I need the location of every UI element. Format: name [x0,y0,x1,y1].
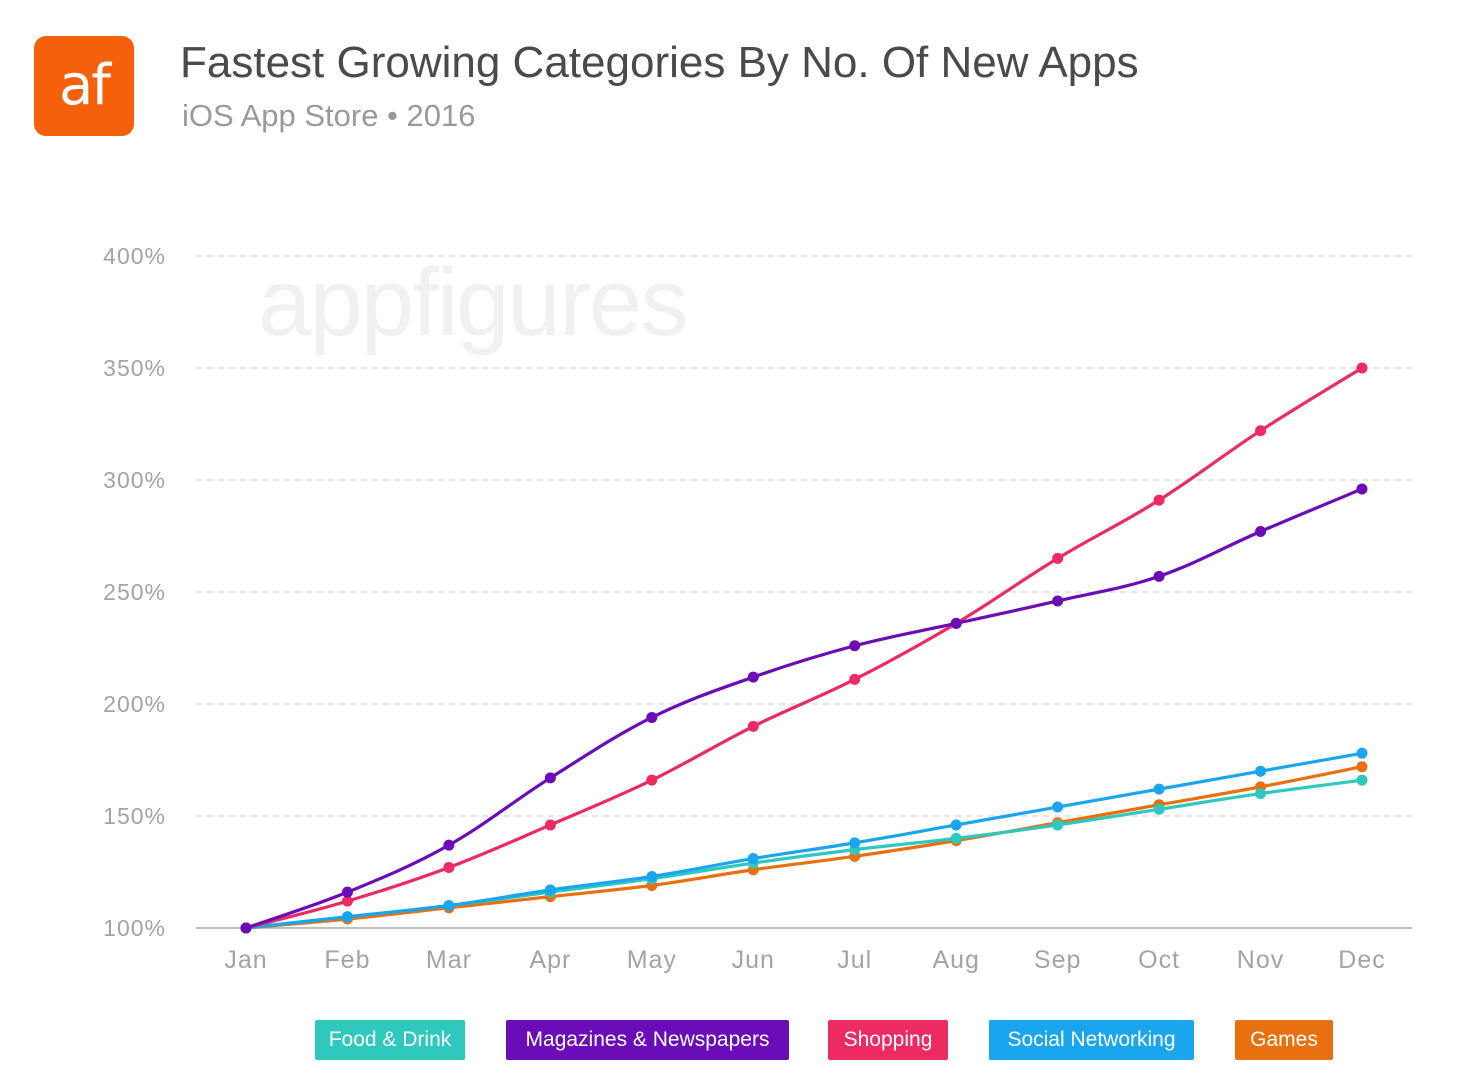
data-point-social-networking[interactable] [1255,765,1267,777]
x-tick-label: Sep [1034,946,1081,974]
data-point-social-networking[interactable] [646,870,658,882]
grid-lines [196,255,1412,929]
data-point-social-networking[interactable] [1356,747,1368,759]
legend-item-shopping[interactable]: Shopping [828,1020,948,1060]
data-point-social-networking[interactable] [950,819,962,831]
data-point-magazines-newspapers[interactable] [646,711,658,723]
legend: Food & Drink Magazines & Newspapers Shoppi… [0,1020,1478,1060]
y-tick-label: 350% [103,355,166,381]
watermark: appfigures [258,249,688,356]
series-line-shopping [244,366,1364,930]
data-point-food-drink[interactable] [1356,774,1368,786]
legend-item-magazines-newspapers[interactable]: Magazines & Newspapers [506,1020,789,1060]
x-tick-label: Jun [732,946,775,974]
data-point-social-networking[interactable] [1153,783,1165,795]
y-tick-label: 250% [103,579,166,605]
x-tick-label: Dec [1338,946,1385,974]
data-point-social-networking[interactable] [544,884,556,896]
x-tick-label: Jan [224,946,267,974]
data-point-magazines-newspapers[interactable] [544,772,556,784]
series-line-games [244,765,1364,930]
data-point-magazines-newspapers[interactable] [1153,570,1165,582]
series-line-magazines-newspapers [244,487,1364,930]
data-point-magazines-newspapers[interactable] [849,640,861,652]
x-tick-label: Jul [837,946,872,974]
x-tick-label: Oct [1138,946,1180,974]
series-social-networking [240,747,1368,934]
chart-subtitle: iOS App Store • 2016 [182,98,476,133]
data-point-shopping[interactable] [544,819,556,831]
x-tick-label: Feb [324,946,370,974]
series-magazines-newspapers [240,483,1368,934]
y-tick-label: 300% [103,467,166,493]
y-tick-label: 150% [103,803,166,829]
data-point-magazines-newspapers[interactable] [443,839,455,851]
data-point-magazines-newspapers[interactable] [1356,483,1368,495]
data-point-shopping[interactable] [1356,362,1368,374]
data-point-food-drink[interactable] [1052,819,1064,831]
data-point-social-networking[interactable] [849,837,861,849]
x-tick-label: Apr [529,946,571,974]
data-point-food-drink[interactable] [1153,803,1165,815]
legend-item-food-drink[interactable]: Food & Drink [315,1020,465,1060]
data-point-games[interactable] [1356,761,1368,773]
series-shopping [240,362,1368,934]
data-point-magazines-newspapers[interactable] [240,922,252,934]
data-point-food-drink[interactable] [950,832,962,844]
data-point-shopping[interactable] [1052,552,1064,564]
data-point-shopping[interactable] [1255,425,1267,437]
x-tick-label: Mar [426,946,472,974]
data-point-magazines-newspapers[interactable] [1052,595,1064,607]
data-point-magazines-newspapers[interactable] [341,886,353,898]
x-axis-tick-labels: Jan Feb Mar Apr May Jun Jul Aug Sep Oct Nov Dec [224,946,1385,974]
legend-item-games[interactable]: Games [1235,1020,1333,1060]
y-tick-label: 200% [103,691,166,717]
data-point-magazines-newspapers[interactable] [950,617,962,629]
data-point-magazines-newspapers[interactable] [747,671,759,683]
series-lines [240,362,1368,934]
x-tick-label: Nov [1237,946,1284,974]
data-point-shopping[interactable] [849,673,861,685]
data-point-shopping[interactable] [646,774,658,786]
series-line-food-drink [244,778,1364,930]
x-tick-label: Aug [932,946,979,974]
chart-title: Fastest Growing Categories By No. Of New… [180,38,1139,87]
data-point-shopping[interactable] [443,862,455,874]
data-point-shopping[interactable] [341,895,353,907]
y-tick-label: 100% [103,915,166,941]
x-tick-label: May [627,946,677,974]
data-point-shopping[interactable] [1153,494,1165,506]
data-point-magazines-newspapers[interactable] [1255,526,1267,538]
data-point-social-networking[interactable] [341,911,353,923]
series-games [240,761,1368,934]
data-point-food-drink[interactable] [1255,788,1267,800]
legend-item-social-networking[interactable]: Social Networking [989,1020,1194,1060]
data-point-social-networking[interactable] [747,853,759,865]
data-point-social-networking[interactable] [1052,801,1064,813]
series-line-social-networking [244,751,1364,930]
data-point-social-networking[interactable] [443,900,455,912]
y-axis-tick-labels: 100% 150% 200% 250% 300% 350% 400% [103,243,166,941]
line-chart: 100% 150% 200% 250% 300% 350% 400% Jan Feb Mar Ap… [103,243,1412,974]
data-point-shopping[interactable] [747,720,759,732]
appfigures-logo: af [34,36,134,136]
y-tick-label: 400% [103,243,166,269]
